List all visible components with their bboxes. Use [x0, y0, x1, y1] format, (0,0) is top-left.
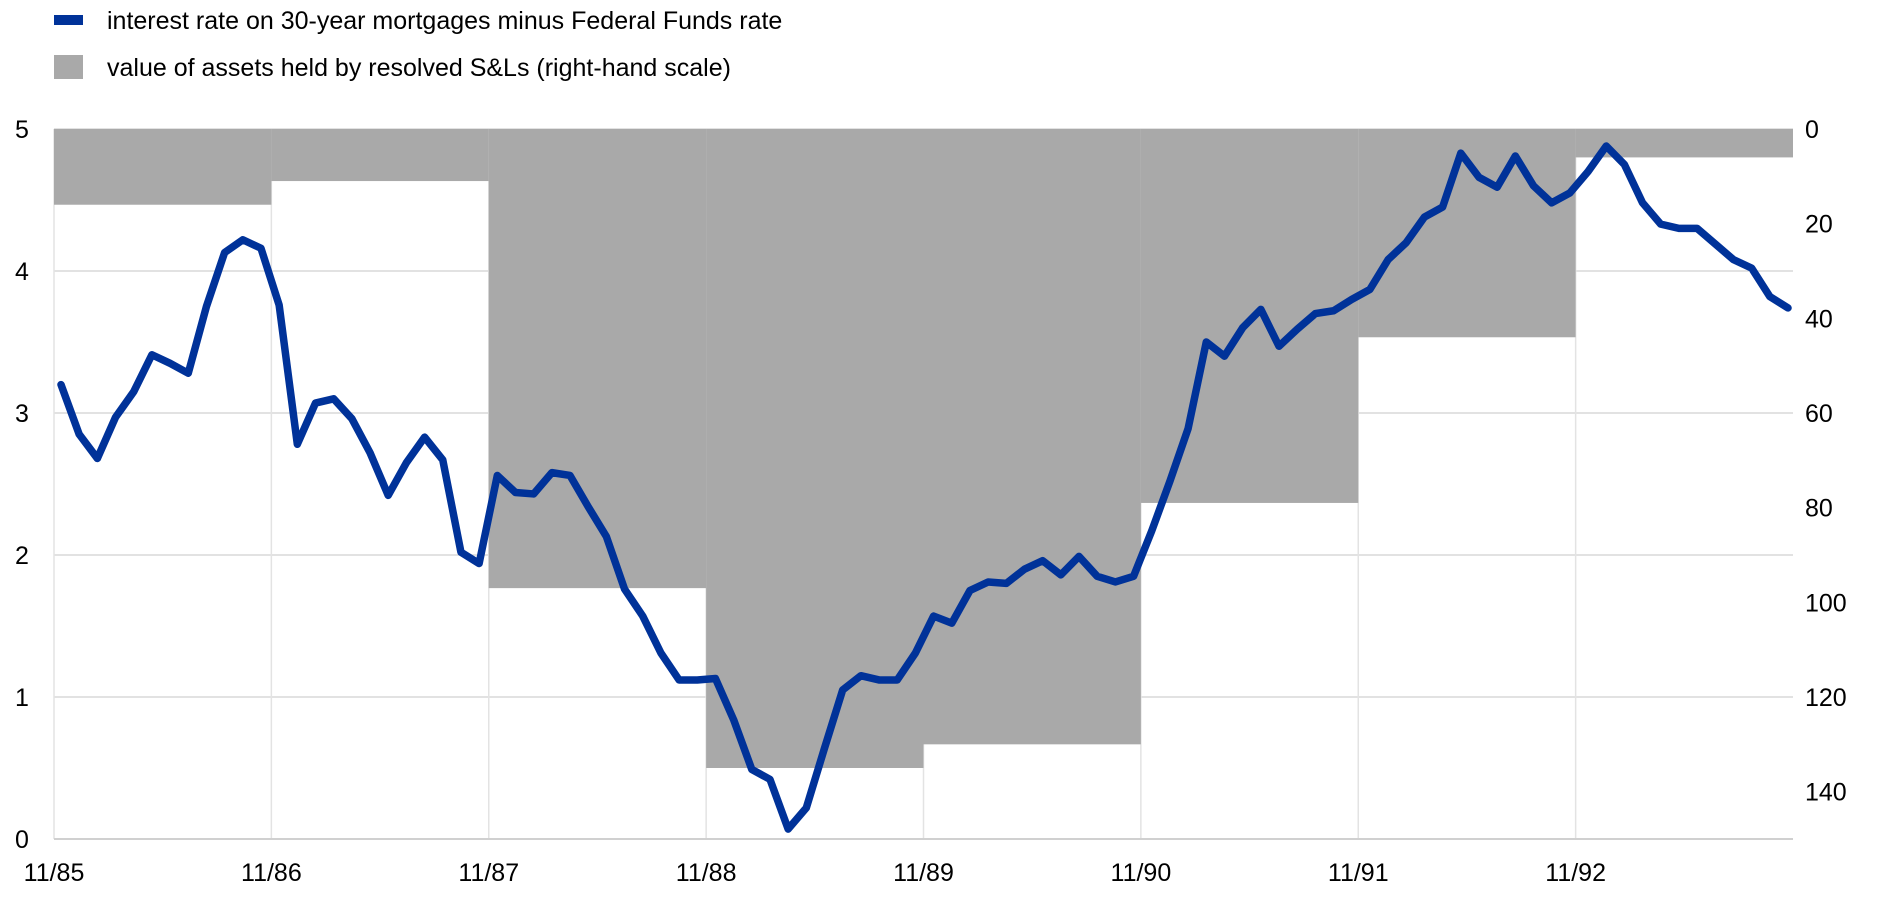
- axes: 0 1 2 3 4 5 0 20 40 60 80 100 120 140 11/85 11/86 11/87 1…: [15, 116, 1847, 887]
- legend-swatch-bar: [54, 55, 83, 79]
- right-axis-tick-label: 60: [1805, 400, 1833, 428]
- x-axis-tick-label: 11/92: [1545, 859, 1606, 887]
- x-axis-tick-label: 11/89: [893, 859, 954, 887]
- bar: [923, 129, 1141, 745]
- left-axis-tick-label: 5: [15, 116, 29, 144]
- legend-label-line: interest rate on 30-year mortgages minus…: [107, 7, 782, 35]
- legend-label-bar: value of assets held by resolved S&Ls (r…: [107, 54, 731, 82]
- bar: [271, 129, 489, 182]
- bar: [54, 129, 272, 205]
- right-axis-tick-label: 120: [1805, 684, 1847, 712]
- x-axis-tick-label: 11/91: [1328, 859, 1389, 887]
- x-axis-tick-label: 11/90: [1111, 859, 1172, 887]
- x-axis-tick-label: 11/88: [676, 859, 737, 887]
- left-axis-tick-label: 4: [15, 258, 29, 286]
- legend: interest rate on 30-year mortgages minus…: [54, 7, 782, 82]
- legend-swatch-line: [54, 15, 83, 25]
- right-axis-tick-label: 20: [1805, 211, 1833, 239]
- x-axis-tick-label: 11/87: [458, 859, 519, 887]
- right-axis-tick-label: 80: [1805, 495, 1833, 523]
- right-axis-tick-label: 140: [1805, 779, 1847, 807]
- x-axis-tick-label: 11/85: [24, 859, 85, 887]
- bar: [706, 129, 924, 768]
- bars: [54, 129, 1793, 768]
- left-axis-tick-label: 3: [15, 400, 29, 428]
- line-series: [57, 142, 1792, 833]
- left-axis-tick-label: 1: [15, 684, 29, 712]
- right-axis-tick-label: 100: [1805, 589, 1847, 617]
- bar: [488, 129, 707, 589]
- right-axis-tick-label: 0: [1805, 116, 1819, 144]
- left-axis-tick-label: 2: [15, 542, 29, 570]
- x-axis-tick-label: 11/86: [241, 859, 302, 887]
- right-axis-tick-label: 40: [1805, 305, 1833, 333]
- left-axis-tick-label: 0: [15, 826, 29, 854]
- series-line: [57, 142, 1792, 833]
